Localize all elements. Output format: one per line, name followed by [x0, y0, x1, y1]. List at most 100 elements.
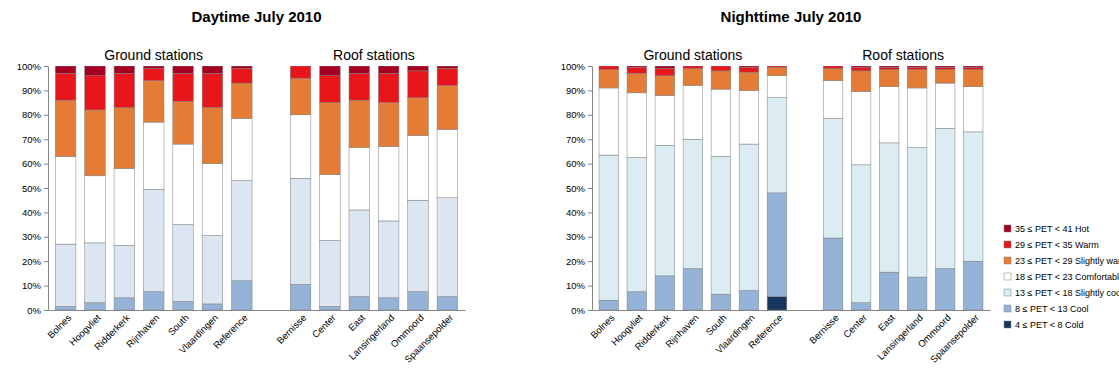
- bar-segment: [143, 122, 164, 189]
- legend-swatch: [1004, 257, 1011, 264]
- bar-segment: [290, 284, 311, 310]
- bar-segment: [655, 76, 675, 96]
- bar-segment: [963, 66, 983, 67]
- bar-segment: [320, 76, 341, 103]
- bar-segment: [232, 83, 253, 118]
- bar-segment: [935, 83, 955, 128]
- tick-label: 20%: [22, 256, 42, 267]
- legend-label: 23 ≤ PET < 29 Slightly warm: [1015, 256, 1119, 266]
- y-tick: 90%: [22, 85, 48, 96]
- bar-segment: [739, 90, 759, 144]
- bar-segment: [437, 198, 458, 297]
- bar-segment: [408, 136, 429, 201]
- group-label: Ground stations: [643, 47, 742, 63]
- bar-segment: [851, 71, 871, 92]
- y-axis: 0%10%20%30%40%50%60%70%80%90%100%: [561, 61, 593, 316]
- bar-segment: [290, 78, 311, 115]
- tick-mark: [44, 66, 48, 67]
- bar-segment: [202, 304, 223, 310]
- bar-segment: [202, 107, 223, 163]
- bar-segment: [823, 81, 843, 119]
- bar-segment: [627, 93, 647, 158]
- bar-segment: [627, 67, 647, 73]
- tick-label: 30%: [22, 231, 42, 242]
- legend-label: 18 ≤ PET < 23 Comfortable: [1015, 272, 1119, 282]
- bar-segment: [85, 243, 106, 303]
- bar-segment: [907, 277, 927, 310]
- y-tick: 70%: [566, 134, 592, 145]
- bar-segment: [408, 292, 429, 310]
- x-tick: East: [876, 312, 897, 333]
- bar-segment: [85, 66, 106, 76]
- tick-label: 70%: [566, 134, 586, 145]
- bar-segment: [907, 88, 927, 148]
- bar-segment: [114, 298, 135, 310]
- tick-label: 100%: [17, 61, 42, 72]
- bar-segment: [907, 66, 927, 67]
- category-label: Bernisse: [807, 312, 841, 346]
- bar-segment: [599, 300, 619, 310]
- bar-segment: [232, 68, 253, 83]
- legend-item: 8 ≤ PET < 13 Cool: [1004, 304, 1089, 314]
- legend-label: 13 ≤ PET < 18 Slightly cool: [1015, 288, 1119, 298]
- tick-mark: [44, 115, 48, 116]
- x-tick: Reference: [746, 312, 785, 351]
- legend: 35 ≤ PET < 41 Hot29 ≤ PET < 35 Warm23 ≤ …: [1004, 224, 1119, 330]
- bar-segment: [349, 210, 370, 297]
- bar-segment: [290, 115, 311, 178]
- y-tick: 80%: [566, 109, 592, 120]
- chart-panel: 0%10%20%30%40%50%60%70%80%90%100%BolnesH…: [17, 8, 466, 365]
- bar-segment: [963, 132, 983, 261]
- bar-segment: [683, 68, 703, 85]
- tick-mark: [588, 115, 592, 116]
- category-label: Rijnhaven: [124, 312, 162, 350]
- bar-segment: [655, 145, 675, 276]
- bar-segment: [143, 68, 164, 80]
- legend-swatch: [1004, 289, 1011, 296]
- legend-swatch: [1004, 273, 1011, 280]
- tick-label: 50%: [566, 183, 586, 194]
- bar-segment: [232, 181, 253, 281]
- bar-segment: [55, 306, 76, 310]
- bar-segment: [114, 107, 135, 168]
- tick-mark: [44, 237, 48, 238]
- tick-mark: [588, 66, 592, 67]
- x-tick: Ridderkerk: [92, 312, 132, 352]
- category-label: Ridderkerk: [92, 312, 132, 352]
- bar-segment: [599, 70, 619, 88]
- bar-segment: [823, 66, 843, 68]
- bar-segment: [711, 156, 731, 294]
- bar-segment: [173, 73, 194, 101]
- x-axis: BolnesHoogvlietRidderkerkRijnhavenSouthV…: [588, 311, 990, 365]
- y-tick: 10%: [22, 280, 48, 291]
- x-tick: Spaansepolder: [928, 312, 981, 365]
- bar-segment: [907, 70, 927, 88]
- x-tick: Lansingerland: [875, 312, 925, 362]
- tick-label: 50%: [22, 183, 42, 194]
- axis-line: [48, 67, 49, 311]
- bar-segment: [437, 86, 458, 130]
- bar-segment: [232, 118, 253, 180]
- tick-mark: [588, 90, 592, 91]
- bar-segment: [202, 66, 223, 73]
- bar-segment: [879, 67, 899, 69]
- bar-segment: [437, 129, 458, 197]
- chart-title: Nighttime July 2010: [721, 8, 862, 25]
- axis-line: [592, 67, 593, 311]
- x-tick: Center: [841, 312, 869, 340]
- category-label: Center: [310, 312, 338, 340]
- bar-segment: [739, 66, 759, 67]
- tick-label: 80%: [22, 109, 42, 120]
- bar-segment: [935, 128, 955, 268]
- bar-segment: [767, 66, 787, 67]
- bar-segment: [739, 72, 759, 90]
- bar-segment: [879, 87, 899, 143]
- bar-segment: [232, 281, 253, 310]
- bar-segment: [823, 238, 843, 310]
- bar-segment: [349, 66, 370, 73]
- tick-mark: [44, 139, 48, 140]
- category-label: Reference: [746, 312, 785, 351]
- bar-segment: [378, 298, 399, 310]
- x-tick: Bernisse: [274, 312, 308, 346]
- bar-segment: [202, 73, 223, 107]
